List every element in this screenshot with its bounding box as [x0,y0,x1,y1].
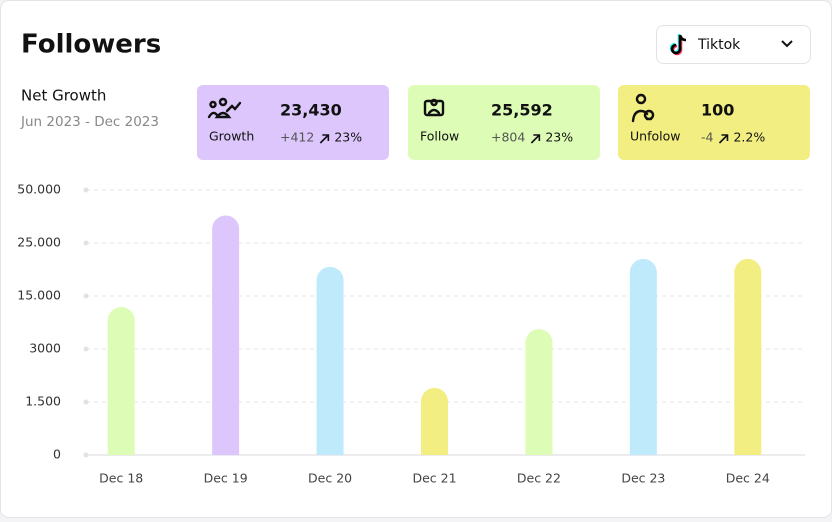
platform-dropdown[interactable]: Tiktok [656,25,811,64]
bar [525,329,553,455]
x-tick-label: Dec 21 [412,471,456,486]
dropdown-box[interactable] [656,25,811,64]
bar [629,258,657,455]
bar [421,387,448,455]
y-tick-label: 3000 [29,341,61,356]
bar [107,307,135,455]
card-icon [423,98,445,117]
trend-arrow [718,134,729,144]
trend-arrow [319,134,330,144]
x-tick-label: Dec 23 [621,471,665,486]
x-tick-label: Dec 20 [308,471,352,486]
stat-card [618,85,810,160]
chevron [781,40,793,48]
card-percent: 23% [334,130,362,145]
grid-dot [83,240,89,246]
cards: Growth 23,430 +412 23% Follow 25,592 +804 23% Un… [197,85,810,160]
chart: 0 1.500 3000 15.000 25.000 50.000 Dec 18 Dec 19… [17,182,805,486]
tiktok-icon [669,34,687,56]
grid-dot [83,346,89,352]
summary-title: Net Growth [21,87,106,105]
y-tick-label: 50.000 [17,182,61,197]
grid-dot [83,293,89,299]
card-label: Growth [209,129,254,144]
x-tick-label: Dec 24 [726,471,770,486]
trend-arrow [530,134,541,144]
grid-dot [83,187,89,193]
stat-card [408,85,600,160]
x-tick-label: Dec 19 [204,471,248,486]
card-icon [207,97,242,119]
grid-dot [83,399,89,405]
x-tick-label: Dec 18 [99,471,143,486]
title: Followers [21,30,161,60]
y-tick-label: 25.000 [17,235,61,250]
bar [734,258,762,455]
grid-dot [83,452,89,458]
y-tick-label: 1.500 [25,394,61,409]
card-label: Follow [420,129,459,144]
dropdown-label[interactable]: Tiktok [697,37,741,53]
card-change: -4 [701,130,714,145]
y-tick-label: 15.000 [17,288,61,303]
card-percent: 23% [545,130,573,145]
card-icon [631,93,655,123]
card-value: 100 [701,101,734,120]
card-percent: 2.2% [733,130,765,145]
x-tick-label: Dec 22 [517,471,561,486]
card-value: 23,430 [280,101,342,120]
card-change: +804 [491,130,525,145]
y-tick-label: 0 [53,447,61,462]
summary-period: Jun 2023 - Dec 2023 [20,114,159,130]
stat-card [197,85,389,160]
card-change: +412 [280,130,314,145]
card-value: 25,592 [491,101,553,120]
bar [212,215,240,455]
card-label: Unfolow [630,129,680,144]
bar [316,266,344,455]
